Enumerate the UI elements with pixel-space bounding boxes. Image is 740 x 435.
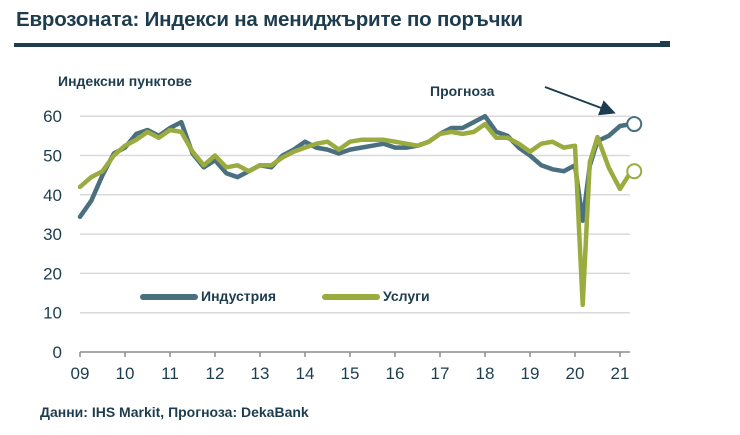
x-axis: 09 10 11 12 13 14 15 16 17 18 19 20 21 [71, 351, 630, 383]
y-tick-label: 10 [43, 304, 62, 323]
x-tick-label: 10 [116, 364, 135, 383]
forecast-marker-icon [626, 116, 643, 133]
forecast-label: Прогноза [430, 83, 495, 99]
gridlines [80, 115, 630, 314]
source-note: Данни: IHS Markit, Прогноза: DekaBank [40, 404, 309, 420]
x-tick-label: 18 [476, 364, 495, 383]
x-tick-label: 12 [206, 364, 225, 383]
legend-label-industry: Индустрия [201, 288, 276, 304]
arrow-icon [544, 86, 616, 116]
y-tick-label: 0 [53, 343, 62, 362]
title-underline [14, 43, 670, 47]
x-tick-label: 16 [386, 364, 405, 383]
legend: Индустрия Услуги [140, 288, 430, 304]
x-tick-label: 21 [611, 364, 630, 383]
y-tick-label: 50 [43, 147, 62, 166]
x-tick-label: 19 [521, 364, 540, 383]
services-line [77, 121, 634, 308]
y-axis-label: Индексни пунктове [58, 73, 192, 89]
y-tick-label: 60 [43, 107, 62, 126]
y-axis-ticks: 0 10 20 30 40 50 60 [43, 107, 62, 362]
y-tick-label: 30 [43, 225, 62, 244]
forecast-markers [626, 116, 643, 180]
x-tick-label: 11 [161, 364, 179, 383]
data-series [77, 113, 634, 308]
legend-label-services: Услуги [383, 288, 430, 304]
x-tick-label: 20 [566, 364, 585, 383]
x-tick-label: 14 [296, 364, 315, 383]
x-tick-label: 09 [71, 364, 90, 383]
title-underline-end [660, 41, 670, 47]
forecast-marker-icon [626, 163, 643, 180]
x-tick-label: 13 [251, 364, 270, 383]
y-tick-label: 20 [43, 264, 62, 283]
forecast-arrow [544, 86, 616, 116]
chart-title: Еврозоната: Индекси на мениджърите по по… [16, 8, 523, 31]
x-tick-label: 15 [341, 364, 360, 383]
industry-line [77, 113, 634, 223]
x-tick-label: 17 [431, 364, 450, 383]
y-tick-label: 40 [43, 186, 62, 205]
